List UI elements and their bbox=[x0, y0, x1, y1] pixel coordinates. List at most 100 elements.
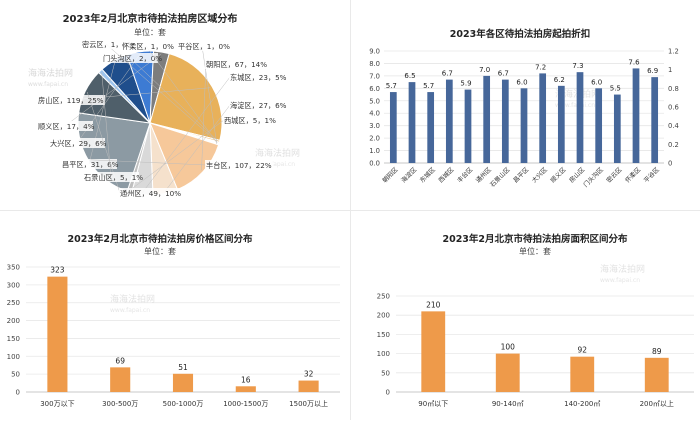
watermark: www.fapai.cn bbox=[600, 277, 640, 284]
pie-data-label: 密云区，1，0% bbox=[82, 40, 134, 49]
bar bbox=[47, 276, 68, 392]
x-tick-label: 140-200㎡ bbox=[564, 400, 600, 408]
x-tick-label: 90-140㎡ bbox=[492, 400, 524, 408]
x-tick-label: 怀柔区 bbox=[623, 166, 642, 185]
discount-chart-title: 2023年各区待拍法拍房起拍折扣 bbox=[450, 28, 590, 40]
y-tick-label-right: 0.4 bbox=[668, 122, 679, 130]
pie-data-label: 朝阳区，67，14% bbox=[206, 60, 267, 69]
y-tick-label-right: 1.2 bbox=[668, 48, 679, 56]
pie-leader-line bbox=[101, 72, 112, 178]
x-tick-label: 西城区 bbox=[438, 166, 456, 184]
pie-leader-line bbox=[129, 57, 218, 141]
pie-label-bg bbox=[102, 53, 158, 63]
bar bbox=[570, 356, 595, 392]
data-label: 51 bbox=[178, 363, 188, 372]
bar bbox=[483, 75, 491, 163]
x-tick-label: 丰台区 bbox=[455, 166, 474, 185]
y-tick-label-left: 5.0 bbox=[369, 97, 380, 105]
watermark: 海海法拍网 bbox=[28, 67, 73, 79]
data-label: 6.7 bbox=[442, 70, 453, 78]
bar bbox=[445, 79, 453, 163]
pie-leader-line bbox=[201, 63, 207, 171]
data-label: 7.2 bbox=[535, 63, 546, 71]
data-label: 210 bbox=[426, 300, 441, 309]
x-tick-label: 平谷区 bbox=[642, 166, 661, 185]
data-label: 5.9 bbox=[460, 80, 471, 88]
y-tick-label-left: 7.0 bbox=[369, 72, 380, 80]
y-tick-label: 300 bbox=[7, 281, 20, 289]
bar bbox=[172, 373, 194, 392]
pie-data-label: 怀柔区，1，0% bbox=[122, 42, 174, 51]
y-tick-label: 150 bbox=[377, 331, 390, 339]
bar bbox=[427, 92, 435, 163]
pie-label-bg bbox=[205, 59, 267, 69]
data-label: 6.5 bbox=[404, 72, 415, 80]
data-label: 16 bbox=[241, 375, 251, 384]
pie-data-label: 顺义区，17，4% bbox=[38, 122, 95, 131]
x-tick-label: 石景山区 bbox=[488, 166, 511, 189]
price-chart-subtitle: 单位：套 bbox=[144, 246, 176, 256]
pie-data-label: 平谷区，1，0% bbox=[178, 42, 230, 51]
x-tick-label: 大兴区 bbox=[530, 166, 549, 185]
x-tick-label: 1000-1500万 bbox=[223, 400, 268, 408]
x-tick-label: 90㎡以下 bbox=[418, 400, 448, 408]
data-label: 92 bbox=[577, 346, 587, 355]
y-tick-label: 250 bbox=[7, 299, 20, 307]
data-label: 323 bbox=[50, 266, 65, 275]
bar bbox=[501, 79, 509, 163]
x-tick-label: 1500万以上 bbox=[289, 399, 328, 408]
pie-label-bg bbox=[229, 72, 285, 82]
data-label: 5.7 bbox=[423, 82, 434, 90]
bar bbox=[495, 353, 520, 392]
data-label: 6.0 bbox=[591, 78, 602, 86]
pie-slice bbox=[97, 68, 151, 124]
y-tick-label-right: 0.8 bbox=[668, 85, 679, 93]
x-tick-label: 密云区 bbox=[605, 166, 624, 185]
pie-data-label: 昌平区，31，6% bbox=[62, 160, 119, 169]
bar bbox=[651, 77, 659, 163]
pie-label-bg bbox=[177, 41, 227, 51]
area-bar-panel: 2023年2月北京市待拍法拍房面积区间分布 单位：套 海海法拍网 www.fap… bbox=[350, 210, 700, 420]
y-tick-label-right: 0 bbox=[668, 160, 672, 168]
pie-data-label: 房山区，119，25% bbox=[38, 96, 104, 105]
data-label: 7.6 bbox=[628, 58, 640, 66]
y-tick-label-left: 9.0 bbox=[369, 48, 380, 56]
watermark: 海海法拍网 bbox=[255, 147, 300, 159]
pie-data-label: 通州区，49，10% bbox=[120, 189, 181, 198]
y-tick-label: 100 bbox=[377, 350, 390, 358]
data-label: 6.0 bbox=[516, 78, 527, 86]
bar bbox=[613, 94, 621, 163]
y-tick-label: 0 bbox=[386, 389, 390, 397]
pie-leader-line bbox=[64, 53, 162, 127]
y-tick-label-left: 6.0 bbox=[369, 85, 380, 93]
x-tick-label: 200㎡以上 bbox=[640, 399, 674, 408]
x-tick-label: 300-500万 bbox=[102, 400, 138, 408]
data-label: 100 bbox=[501, 343, 516, 352]
price-chart-title: 2023年2月北京市待拍法拍房价格区间分布 bbox=[67, 233, 253, 245]
y-tick-label-left: 3.0 bbox=[369, 122, 380, 130]
pie-leader-line bbox=[164, 104, 231, 192]
pie-data-label: 石景山区，5，1% bbox=[84, 173, 143, 182]
x-tick-label: 500-1000万 bbox=[163, 400, 204, 408]
data-label: 6.2 bbox=[554, 76, 565, 84]
data-label: 6.9 bbox=[647, 67, 658, 75]
watermark: www.fapai.cn bbox=[255, 161, 295, 168]
data-label: 5.7 bbox=[386, 82, 397, 90]
data-label: 7.3 bbox=[572, 62, 583, 70]
x-tick-label: 昌平区 bbox=[512, 166, 530, 184]
pie-data-label: 东城区，23，5% bbox=[230, 73, 287, 82]
bar bbox=[421, 311, 446, 392]
x-tick-label: 门头沟区 bbox=[582, 166, 605, 189]
pie-slice bbox=[149, 53, 223, 142]
pie-label-bg bbox=[37, 121, 93, 131]
watermark: www.fapai.cn bbox=[110, 307, 150, 314]
bar bbox=[235, 386, 256, 392]
watermark: 海海法拍网 bbox=[600, 263, 645, 275]
area-chart-subtitle: 单位：套 bbox=[519, 246, 551, 256]
pie-leader-line bbox=[105, 43, 218, 143]
y-tick-label-right: 0.6 bbox=[668, 104, 679, 112]
watermark: www.fapai.cn bbox=[28, 81, 68, 88]
y-tick-label-left: 0.0 bbox=[369, 160, 380, 168]
data-label: 5.5 bbox=[610, 85, 621, 93]
area-bar-chart: 2023年2月北京市待拍法拍房面积区间分布 单位：套 海海法拍网 www.fap… bbox=[377, 233, 694, 408]
